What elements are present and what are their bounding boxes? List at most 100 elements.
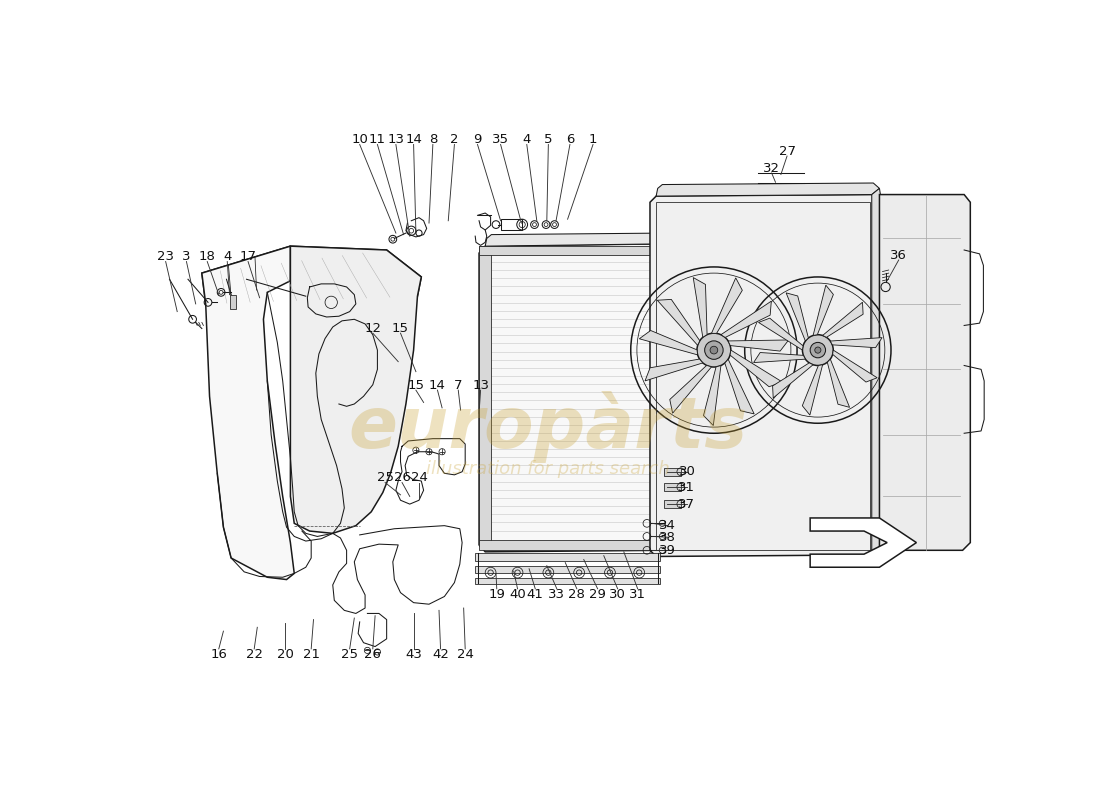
Text: 13: 13 — [472, 379, 490, 392]
Text: illustration for parts search: illustration for parts search — [427, 461, 670, 478]
Text: 17: 17 — [240, 250, 256, 263]
Text: 15: 15 — [392, 322, 409, 335]
Text: 25: 25 — [376, 471, 394, 485]
Bar — [500, 219, 522, 230]
Bar — [480, 246, 670, 255]
Circle shape — [711, 346, 717, 354]
Polygon shape — [830, 338, 882, 348]
Bar — [480, 540, 670, 550]
Polygon shape — [480, 244, 670, 552]
Polygon shape — [772, 363, 813, 398]
Polygon shape — [810, 518, 916, 567]
Polygon shape — [656, 183, 880, 196]
Bar — [656, 202, 870, 550]
Text: 4: 4 — [223, 250, 231, 263]
Text: 14: 14 — [429, 379, 446, 392]
Text: 10: 10 — [351, 134, 369, 146]
Polygon shape — [725, 359, 755, 414]
Text: 35: 35 — [492, 134, 509, 146]
Text: 29: 29 — [590, 588, 606, 601]
Text: 25: 25 — [341, 648, 359, 661]
Text: 30: 30 — [609, 588, 626, 601]
Text: europàrts: europàrts — [349, 391, 748, 463]
Circle shape — [810, 342, 826, 358]
Polygon shape — [670, 366, 712, 414]
Polygon shape — [712, 278, 743, 334]
Bar — [475, 566, 660, 574]
Text: 20: 20 — [276, 648, 294, 661]
Polygon shape — [802, 365, 823, 415]
Text: 22: 22 — [245, 648, 263, 661]
Bar — [475, 578, 660, 584]
Text: 8: 8 — [429, 134, 437, 146]
Polygon shape — [645, 359, 703, 381]
Text: 14: 14 — [405, 134, 422, 146]
Text: 40: 40 — [509, 588, 526, 601]
Text: 27: 27 — [779, 145, 795, 158]
Text: 12: 12 — [364, 322, 382, 335]
Text: 41: 41 — [527, 588, 543, 601]
Polygon shape — [693, 278, 707, 338]
Polygon shape — [202, 246, 295, 579]
Polygon shape — [639, 330, 697, 355]
Text: 42: 42 — [432, 648, 449, 661]
Circle shape — [803, 334, 834, 366]
Text: 24: 24 — [410, 471, 428, 485]
Text: 23: 23 — [157, 250, 174, 263]
Bar — [664, 500, 681, 508]
Bar — [480, 246, 491, 546]
Polygon shape — [754, 353, 805, 362]
Polygon shape — [704, 366, 720, 426]
Text: 31: 31 — [679, 481, 695, 494]
Polygon shape — [823, 302, 864, 338]
Circle shape — [697, 333, 730, 367]
Polygon shape — [759, 318, 803, 350]
Bar — [664, 483, 681, 491]
Text: 2: 2 — [450, 134, 459, 146]
Bar — [664, 468, 681, 476]
Polygon shape — [730, 350, 782, 386]
Bar — [659, 246, 670, 546]
Text: 30: 30 — [679, 466, 695, 478]
Polygon shape — [202, 246, 421, 304]
Text: 7: 7 — [454, 379, 462, 392]
Text: 3: 3 — [183, 250, 190, 263]
Text: 36: 36 — [890, 249, 908, 262]
Text: 28: 28 — [569, 588, 585, 601]
Text: 11: 11 — [368, 134, 386, 146]
Text: 38: 38 — [659, 530, 676, 544]
Polygon shape — [871, 188, 882, 557]
Text: 1: 1 — [588, 134, 597, 146]
Polygon shape — [833, 350, 877, 382]
Polygon shape — [485, 233, 673, 246]
Text: 43: 43 — [405, 648, 422, 661]
Polygon shape — [650, 194, 880, 557]
Text: 26: 26 — [394, 471, 410, 485]
Circle shape — [815, 347, 821, 353]
Text: 24: 24 — [456, 648, 474, 661]
Polygon shape — [670, 237, 675, 550]
Text: 31: 31 — [629, 588, 646, 601]
Text: 19: 19 — [488, 588, 505, 601]
Text: 9: 9 — [473, 134, 482, 146]
Text: 5: 5 — [544, 134, 552, 146]
Text: 13: 13 — [387, 134, 405, 146]
Text: 15: 15 — [407, 379, 425, 392]
Polygon shape — [720, 301, 771, 338]
Text: 33: 33 — [548, 588, 565, 601]
Polygon shape — [290, 246, 421, 534]
Text: 32: 32 — [763, 162, 780, 175]
Polygon shape — [786, 293, 808, 341]
Polygon shape — [728, 340, 789, 351]
Text: 34: 34 — [659, 519, 676, 532]
Polygon shape — [813, 285, 834, 335]
Text: 21: 21 — [302, 648, 320, 661]
Text: 37: 37 — [679, 498, 695, 510]
Bar — [230, 294, 235, 309]
Text: 16: 16 — [210, 648, 228, 661]
Polygon shape — [880, 194, 970, 550]
Bar — [475, 554, 660, 561]
Text: 18: 18 — [199, 250, 216, 263]
Text: 6: 6 — [565, 134, 574, 146]
Text: 4: 4 — [522, 134, 531, 146]
